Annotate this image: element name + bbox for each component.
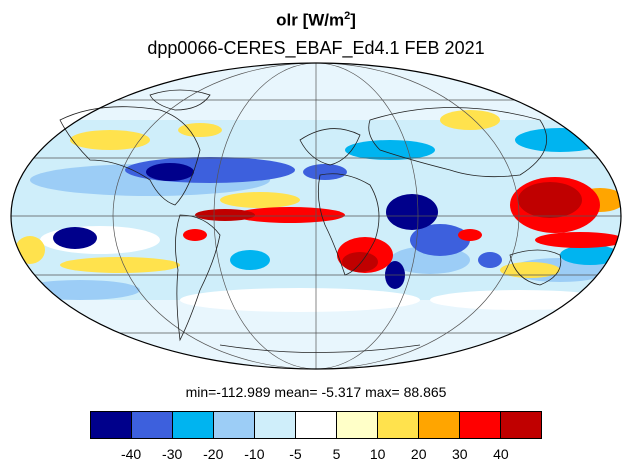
- colorbar-tick-label: 30: [452, 446, 468, 462]
- units-exponent: 2: [344, 10, 351, 22]
- colorbar-tick-label: 20: [410, 446, 427, 462]
- colorbar-swatch: [296, 412, 337, 438]
- colorbar-swatch: [337, 412, 378, 438]
- colorbar-swatch: [460, 412, 501, 438]
- field-statistics: min=-112.989 mean= -5.317 max= 88.865: [185, 384, 447, 400]
- colorbar-tick-label: -30: [162, 446, 183, 462]
- globe-outline: [10, 62, 622, 370]
- colorbar-tick-label: 5: [332, 446, 341, 462]
- colorbar: [90, 411, 542, 439]
- units-prefix: [W/m: [302, 10, 345, 30]
- colorbar-swatch: [132, 412, 173, 438]
- colorbar-swatch: [378, 412, 419, 438]
- coastlines: [59, 89, 562, 353]
- colorbar-swatch: [91, 412, 132, 438]
- colorbar-tick-label: -40: [120, 446, 142, 462]
- colorbar-tick-label: -5: [289, 446, 302, 462]
- colorbar-swatch: [501, 412, 541, 438]
- world-map: [10, 62, 622, 370]
- map-subtitle: dpp0066-CERES_EBAF_Ed4.1 FEB 2021: [147, 38, 485, 58]
- colorbar-tick-label: 40: [493, 446, 509, 462]
- colorbar-swatch: [214, 412, 255, 438]
- variable-name: olr: [276, 10, 298, 30]
- colorbar-tick-label: 10: [369, 446, 386, 462]
- colorbar-tick-label: -10: [244, 446, 265, 462]
- colorbar-tick-labels: -40 -30 -20 -10 -5 5 10 20 30 40: [0, 446, 632, 464]
- colorbar-swatch: [419, 412, 460, 438]
- colorbar-tick-label: -20: [203, 446, 224, 462]
- map-title: olr [W/m2]: [0, 10, 632, 31]
- colorbar-swatch: [173, 412, 214, 438]
- colorbar-swatch: [255, 412, 296, 438]
- units-suffix: ]: [350, 10, 356, 30]
